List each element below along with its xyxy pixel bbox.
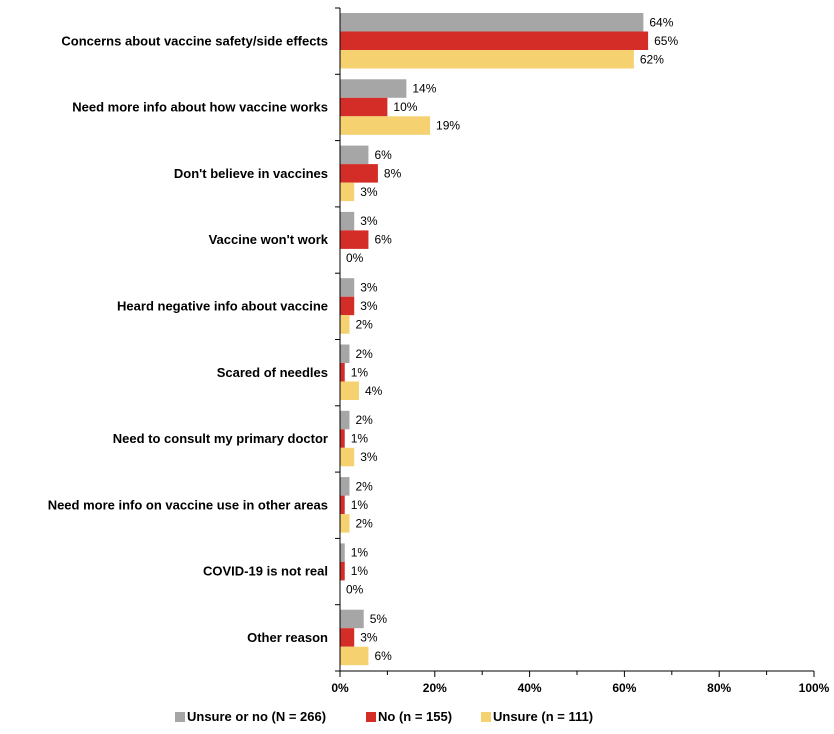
bar <box>340 296 355 316</box>
bar <box>340 381 359 400</box>
bar <box>340 211 355 231</box>
legend-swatch <box>481 712 491 722</box>
x-tick-label: 80% <box>707 681 731 695</box>
category-label: Need more info about how vaccine works <box>72 100 328 115</box>
data-label: 1% <box>351 365 369 379</box>
bar <box>340 97 388 117</box>
bar <box>340 278 355 297</box>
legend-label: No (n = 155) <box>378 709 452 724</box>
x-tick-label: 100% <box>799 681 830 695</box>
legend: Unsure or no (N = 266) No (n = 155) Unsure… <box>175 709 593 724</box>
data-label: 5% <box>370 612 388 626</box>
data-label: 1% <box>351 546 369 560</box>
x-tick-label: 20% <box>423 681 447 695</box>
data-label: 1% <box>351 432 369 446</box>
data-label: 3% <box>360 214 378 228</box>
data-label: 0% <box>346 583 364 597</box>
category-label: Vaccine won't work <box>209 232 329 247</box>
bar <box>340 628 355 647</box>
data-label: 3% <box>360 280 378 294</box>
category-label: Other reason <box>247 630 328 645</box>
data-label: 0% <box>346 251 364 265</box>
data-label: 1% <box>351 498 369 512</box>
legend-swatch <box>175 712 185 722</box>
category-labels: Concerns about vaccine safety/side effec… <box>48 33 329 645</box>
data-label: 2% <box>355 516 373 530</box>
bar <box>340 344 350 363</box>
bar <box>340 315 350 334</box>
category-label: Need more info on vaccine use in other a… <box>48 497 328 512</box>
data-label: 14% <box>412 82 436 96</box>
data-label: 6% <box>374 148 392 162</box>
data-label: 65% <box>654 34 678 48</box>
x-axis: 0% 20% 40% 60% 80% 100% <box>331 7 830 695</box>
category-label: Concerns about vaccine safety/side effec… <box>61 33 328 48</box>
category-label: Heard negative info about vaccine <box>117 298 328 313</box>
data-label: 3% <box>360 185 378 199</box>
bar <box>340 164 378 183</box>
data-label: 6% <box>374 233 392 247</box>
legend-label: Unsure (n = 111) <box>493 709 593 724</box>
bar <box>340 230 369 249</box>
data-label: 2% <box>355 347 373 361</box>
bar <box>340 495 345 515</box>
bar <box>340 116 431 135</box>
data-label: 10% <box>393 100 417 114</box>
bar <box>340 561 345 581</box>
bar <box>340 646 369 666</box>
bar <box>340 410 350 430</box>
data-label: 3% <box>360 299 378 313</box>
bar <box>340 79 407 98</box>
data-label: 4% <box>365 384 383 398</box>
data-label: 64% <box>649 15 673 29</box>
bar <box>340 477 350 496</box>
data-label: 62% <box>640 52 664 66</box>
bar <box>340 182 355 202</box>
legend-label: Unsure or no (N = 266) <box>187 709 326 724</box>
bar <box>340 514 350 533</box>
category-label: Need to consult my primary doctor <box>113 431 328 446</box>
category-label: Don't believe in vaccines <box>174 166 328 181</box>
bar <box>340 145 369 165</box>
data-label: 3% <box>360 450 378 464</box>
x-tick-label: 60% <box>612 681 636 695</box>
data-label: 3% <box>360 630 378 644</box>
category-label: Scared of needles <box>217 365 328 380</box>
data-label: 2% <box>355 413 373 427</box>
data-label: 2% <box>355 317 373 331</box>
bar <box>340 13 644 32</box>
bar <box>340 50 634 69</box>
bar <box>340 447 355 467</box>
data-label: 6% <box>374 649 392 663</box>
bar <box>340 543 345 562</box>
x-tick-label: 40% <box>518 681 542 695</box>
bars-layer: 64% 65% 62% 14% 10% 19% 6% 8% 3% 3% 6% 0% 3% 3% 2% 2% 1%… <box>340 13 678 666</box>
bar <box>340 363 345 382</box>
bar <box>340 609 364 629</box>
bar <box>340 429 345 448</box>
data-label: 2% <box>355 479 373 493</box>
bar <box>340 31 649 50</box>
x-tick-label: 0% <box>331 681 349 695</box>
data-label: 19% <box>436 119 460 133</box>
data-label: 1% <box>351 564 369 578</box>
category-label: COVID-19 is not real <box>203 564 328 579</box>
data-label: 8% <box>384 166 402 180</box>
legend-swatch <box>366 712 376 722</box>
